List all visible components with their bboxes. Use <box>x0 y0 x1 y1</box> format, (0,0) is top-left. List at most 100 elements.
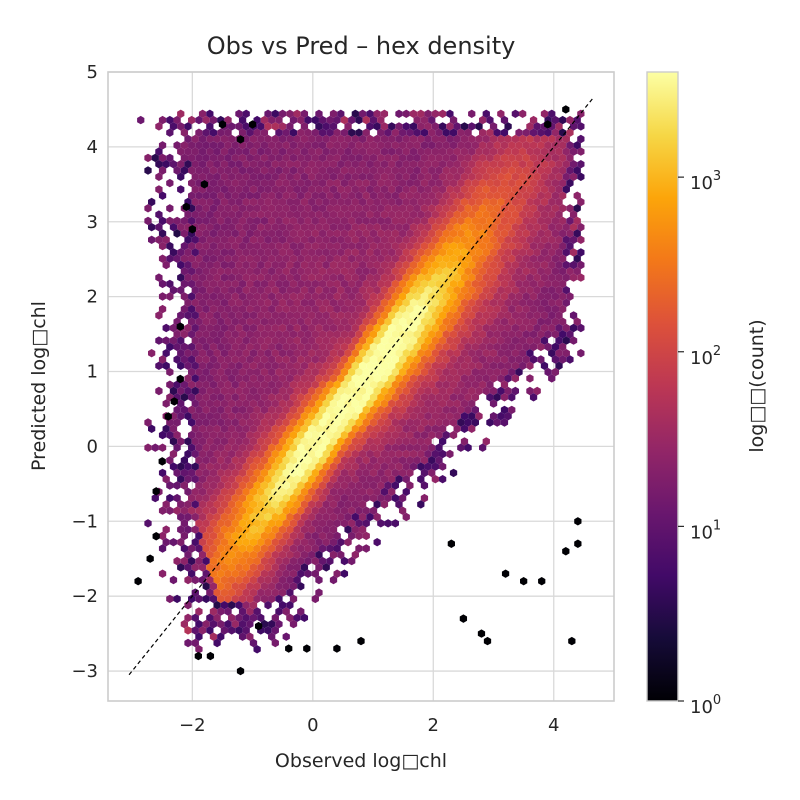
hex-cell <box>195 430 203 440</box>
hex-cell <box>337 197 345 207</box>
hex-cell <box>384 166 392 175</box>
hex-cell <box>257 134 265 144</box>
hex-cell <box>460 147 469 156</box>
hex-cell <box>468 412 476 421</box>
hex-cell <box>573 204 581 213</box>
hex-cell <box>188 141 196 150</box>
hex-cell <box>504 374 512 383</box>
hex-cell <box>355 418 363 427</box>
hex-cell <box>428 115 436 125</box>
hex-cell <box>544 204 552 213</box>
hex-cell <box>409 336 418 345</box>
hex-cell <box>511 349 520 358</box>
hex-cell <box>515 367 523 377</box>
hex-cell <box>282 418 290 427</box>
hex-cell <box>544 254 552 263</box>
hex-cell <box>460 286 469 295</box>
hex-cell <box>380 386 389 396</box>
hex-cell <box>318 481 327 490</box>
hex-cell <box>500 191 509 200</box>
hex-cell <box>308 273 316 282</box>
hex-cell <box>522 191 530 200</box>
hex-cell <box>424 361 432 370</box>
hex-cell <box>289 128 298 137</box>
hex-cell <box>322 197 330 207</box>
hex-cell <box>424 197 432 207</box>
hex-cell <box>533 260 541 270</box>
hex-cell <box>493 342 501 352</box>
hex-cell <box>497 273 505 282</box>
hex-cell <box>533 336 541 345</box>
hex-cell <box>464 279 472 289</box>
hex-cell <box>304 141 312 150</box>
hex-cell <box>257 475 265 484</box>
hex-cell <box>380 349 389 358</box>
hex-cell <box>195 481 203 490</box>
hex-cell <box>409 260 418 270</box>
hex-cell <box>191 412 199 421</box>
hex-cell <box>311 115 319 125</box>
hex-cell <box>235 273 243 282</box>
hex-cell <box>529 229 538 238</box>
hex-cell <box>417 374 425 383</box>
hex-cell <box>195 254 203 263</box>
hex-cell <box>406 241 414 251</box>
hex-cell <box>151 443 159 452</box>
x-tick-label: −2 <box>179 715 206 736</box>
hex-cell <box>420 430 429 440</box>
hex-cell <box>355 267 363 276</box>
hex-cell <box>442 317 450 326</box>
hex-cell <box>497 223 505 232</box>
hex-cell <box>453 160 461 169</box>
hex-cell <box>271 475 279 484</box>
hex-cell <box>569 311 578 320</box>
hex-cell <box>551 204 560 213</box>
hex-cell <box>137 115 145 125</box>
hex-cell <box>289 153 298 163</box>
hex-cell <box>329 248 338 257</box>
hex-cell <box>213 185 221 194</box>
hex-cell <box>537 279 545 289</box>
hex-cell <box>242 437 250 446</box>
hex-cell <box>475 210 483 219</box>
hex-cell <box>260 292 269 301</box>
hex-cell <box>468 210 476 219</box>
hex-cell <box>369 267 378 276</box>
hex-cell <box>344 160 352 169</box>
hex-cell <box>388 122 396 131</box>
hex-cell <box>460 298 469 307</box>
hex-cell <box>504 311 512 320</box>
hex-cell <box>195 330 203 339</box>
hex-cell <box>282 279 290 289</box>
hex-cell <box>559 178 567 188</box>
hex-cell <box>471 279 480 289</box>
hex-cell <box>173 405 181 415</box>
y-tick-label: −1 <box>71 511 98 532</box>
hex-cell <box>391 355 399 364</box>
hex-cell <box>213 386 221 396</box>
hex-cell <box>235 399 243 408</box>
hex-cell <box>471 317 480 326</box>
hex-cell <box>435 355 443 364</box>
hex-cell <box>249 424 258 433</box>
hex-cell <box>519 197 527 207</box>
hex-cell <box>184 210 192 219</box>
hex-cell <box>362 380 370 389</box>
hex-cell <box>417 386 425 396</box>
hex-cell <box>253 254 261 263</box>
hex-cell <box>522 342 530 352</box>
hex-cell <box>358 399 367 408</box>
hex-cell <box>373 374 381 383</box>
hex-cell <box>242 323 250 333</box>
hex-cell <box>362 367 370 377</box>
hex-cell <box>188 279 196 289</box>
hex-cell <box>391 279 399 289</box>
y-axis-label: Predicted log□chl <box>28 301 50 471</box>
hex-cell <box>511 323 520 333</box>
hex-cell <box>555 311 563 320</box>
hex-cell <box>253 229 261 238</box>
hex-cell <box>551 254 560 263</box>
hex-cell <box>460 399 469 408</box>
hex-cell <box>209 380 218 389</box>
hex-cell <box>409 235 418 244</box>
